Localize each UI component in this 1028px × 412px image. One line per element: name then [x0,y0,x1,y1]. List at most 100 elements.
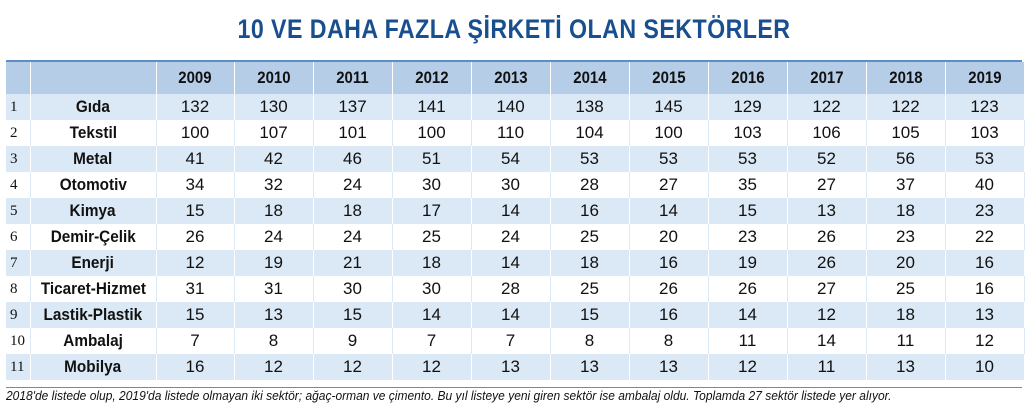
value-cell: 23 [945,198,1025,224]
value-cell: 32 [234,172,314,198]
row-index: 4 [6,172,31,198]
value-cell: 26 [708,276,788,302]
row-index: 9 [6,302,31,328]
sector-name: Metal [30,146,157,172]
value-cell: 12 [945,328,1025,354]
sector-name: Enerji [30,250,157,276]
value-cell: 15 [156,198,235,224]
value-cell: 31 [234,276,314,302]
value-cell: 11 [866,328,946,354]
value-cell: 24 [471,224,551,250]
value-cell: 110 [471,120,551,146]
header-year: 2010 [234,62,314,94]
value-cell: 14 [629,198,709,224]
value-cell: 37 [866,172,946,198]
header-year: 2013 [471,62,551,94]
value-cell: 26 [787,250,867,276]
value-cell: 26 [156,224,235,250]
value-cell: 21 [313,250,393,276]
header-year: 2011 [313,62,393,94]
sector-name: Kimya [30,198,157,224]
value-cell: 16 [156,354,235,380]
value-cell: 132 [156,94,235,120]
value-cell: 28 [471,276,551,302]
value-cell: 7 [392,328,472,354]
value-cell: 25 [550,224,630,250]
value-cell: 122 [866,94,946,120]
bottom-rule [6,387,1022,388]
value-cell: 16 [629,250,709,276]
value-cell: 140 [471,94,551,120]
sector-table-container: 2009 2010 2011 2012 2013 2014 2015 2016 … [6,60,1025,389]
value-cell: 103 [945,120,1025,146]
value-cell: 30 [471,172,551,198]
value-cell: 56 [866,146,946,172]
value-cell: 12 [708,354,788,380]
sector-name: Lastik-Plastik [30,302,157,328]
value-cell: 30 [392,172,472,198]
value-cell: 20 [866,250,946,276]
value-cell: 46 [313,146,393,172]
value-cell: 40 [945,172,1025,198]
value-cell: 18 [550,250,630,276]
sector-name: Otomotiv [30,172,157,198]
value-cell: 18 [866,198,946,224]
header-year: 2017 [787,62,867,94]
value-cell: 100 [156,120,235,146]
row-index: 7 [6,250,31,276]
sector-name: Demir-Çelik [30,224,157,250]
value-cell: 107 [234,120,314,146]
row-index: 5 [6,198,31,224]
row-index: 2 [6,120,31,146]
value-cell: 106 [787,120,867,146]
value-cell: 14 [471,302,551,328]
value-cell: 16 [629,302,709,328]
value-cell: 18 [313,198,393,224]
value-cell: 10 [945,354,1025,380]
header-year: 2012 [392,62,472,94]
header-year: 2014 [550,62,630,94]
value-cell: 42 [234,146,314,172]
value-cell: 101 [313,120,393,146]
value-cell: 129 [708,94,788,120]
row-index: 6 [6,224,31,250]
value-cell: 24 [234,224,314,250]
value-cell: 28 [550,172,630,198]
value-cell: 141 [392,94,472,120]
header-row: 2009 2010 2011 2012 2013 2014 2015 2016 … [6,62,1025,94]
value-cell: 138 [550,94,630,120]
value-cell: 23 [708,224,788,250]
value-cell: 41 [156,146,235,172]
value-cell: 137 [313,94,393,120]
value-cell: 16 [550,198,630,224]
value-cell: 24 [313,172,393,198]
value-cell: 8 [629,328,709,354]
value-cell: 14 [787,328,867,354]
table-row: 9 Lastik-Plastik 15 13 15 14 14 15 16 14 12 18 13 [6,302,1025,328]
value-cell: 18 [234,198,314,224]
header-year: 2018 [866,62,946,94]
table-row: 7 Enerji 12 19 21 18 14 18 16 19 26 20 16 [6,250,1025,276]
table-row: 11 Mobilya 16 12 12 12 13 13 13 12 11 13 10 [6,354,1025,380]
value-cell: 7 [156,328,235,354]
header-year: 2016 [708,62,788,94]
value-cell: 12 [313,354,393,380]
value-cell: 17 [392,198,472,224]
value-cell: 13 [866,354,946,380]
value-cell: 19 [708,250,788,276]
value-cell: 35 [708,172,788,198]
value-cell: 19 [234,250,314,276]
value-cell: 103 [708,120,788,146]
value-cell: 8 [234,328,314,354]
value-cell: 23 [866,224,946,250]
table-row: 6 Demir-Çelik 26 24 24 25 24 25 20 23 26 23 22 [6,224,1025,250]
value-cell: 11 [787,354,867,380]
value-cell: 30 [313,276,393,302]
table-row: 8 Ticaret-Hizmet 31 31 30 30 28 25 26 26 27 25 16 [6,276,1025,302]
sector-name: Ticaret-Hizmet [30,276,157,302]
header-year: 2019 [945,62,1025,94]
value-cell: 13 [629,354,709,380]
sector-name: Tekstil [30,120,157,146]
value-cell: 13 [550,354,630,380]
value-cell: 53 [945,146,1025,172]
